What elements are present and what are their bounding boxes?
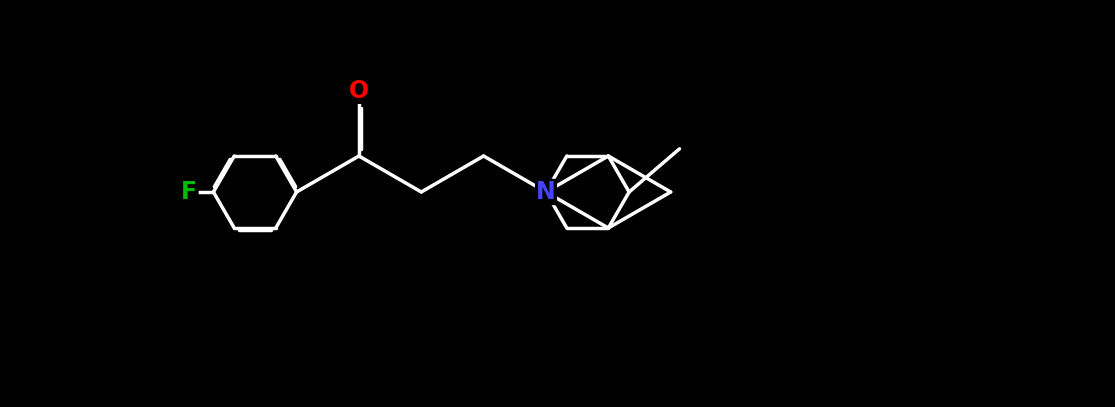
Text: F: F [182,180,197,204]
Text: O: O [349,79,369,103]
Text: N: N [536,180,556,204]
